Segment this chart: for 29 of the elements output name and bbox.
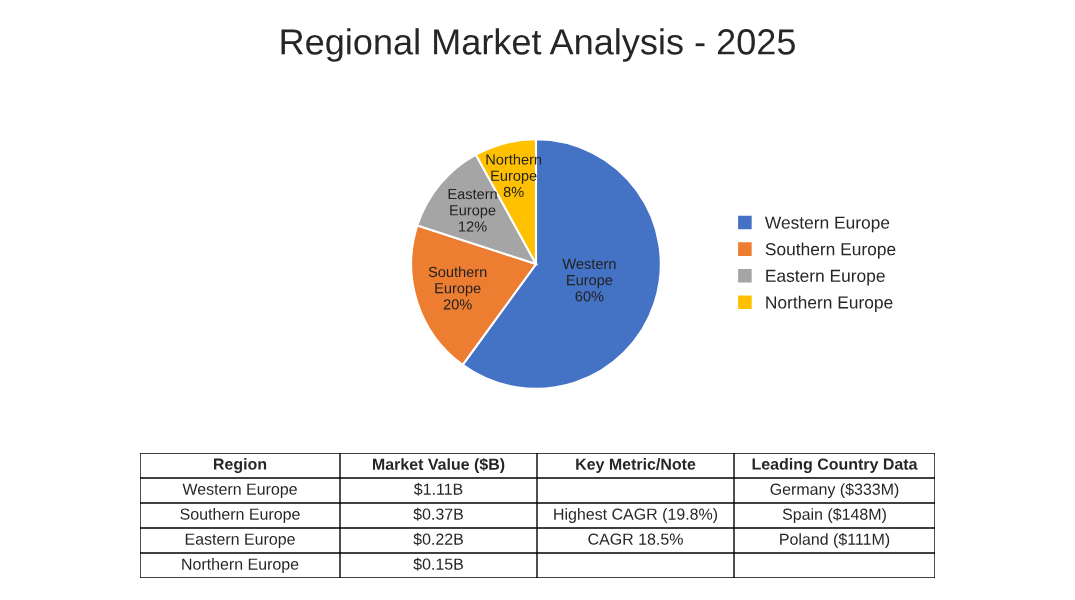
legend-label: Southern Europe bbox=[765, 242, 896, 259]
legend-label: Northern Europe bbox=[766, 295, 893, 312]
text: CAGR 18.5% bbox=[588, 533, 683, 545]
text: Southern Europe bbox=[180, 508, 300, 523]
category-label: Market Value ($B) bbox=[373, 457, 505, 474]
category-label: Leading Country Data bbox=[752, 458, 918, 473]
text: Northern Europe bbox=[182, 558, 299, 573]
text: Germany ($333M) bbox=[770, 482, 899, 499]
slice-label: Eastern Europe bbox=[448, 189, 497, 219]
data-label: 20% bbox=[443, 299, 472, 310]
text: Western Europe bbox=[182, 483, 297, 498]
data-label: 12% bbox=[459, 221, 487, 232]
text: Eastern Europe bbox=[185, 533, 295, 548]
legend-label: Western Europe bbox=[764, 216, 890, 233]
data-label: 8% bbox=[503, 186, 524, 198]
data-label: 60% bbox=[575, 291, 604, 302]
text: $0.15B bbox=[413, 557, 463, 571]
text: $1.11B bbox=[413, 482, 463, 496]
category-label: Region bbox=[214, 458, 267, 473]
legend-label: Eastern Europe bbox=[766, 269, 885, 286]
text: Spain ($148M) bbox=[782, 507, 886, 524]
text: $0.37B bbox=[413, 507, 463, 521]
text: $0.22B bbox=[413, 532, 463, 546]
category-label: Key Metric/Note bbox=[576, 458, 696, 473]
slice-label: Western Europe bbox=[562, 258, 616, 289]
chart-title: Regional Market Analysis - 2025 bbox=[281, 28, 795, 62]
slice-label: Southern Europe bbox=[428, 266, 487, 297]
text: Poland ($111M) bbox=[780, 532, 890, 549]
text: Highest CAGR (19.8%) bbox=[554, 508, 718, 523]
